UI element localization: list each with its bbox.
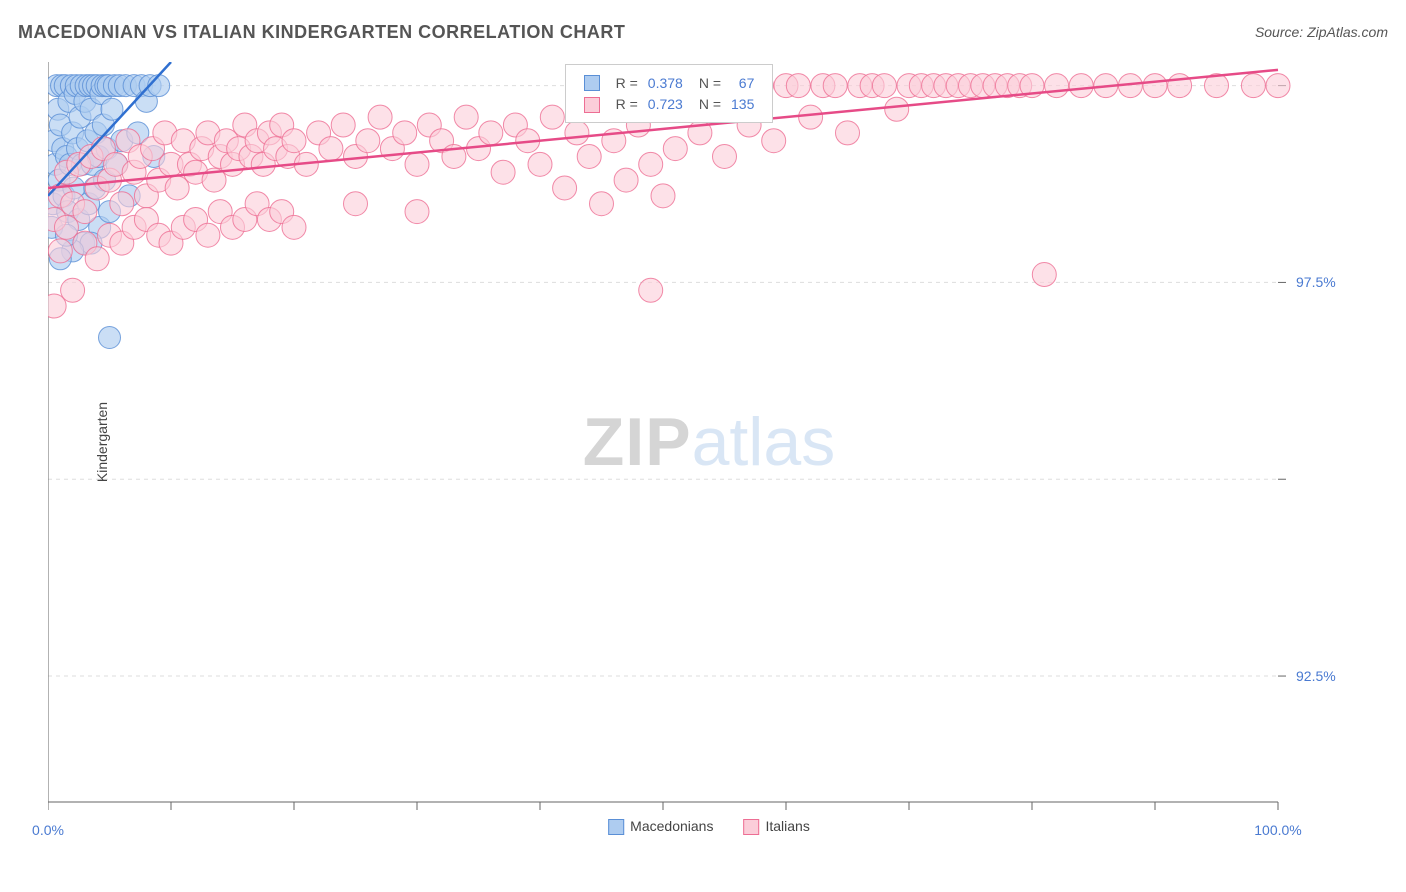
chart-svg [48,62,1370,822]
legend-label: Italians [765,818,809,834]
chart-title: MACEDONIAN VS ITALIAN KINDERGARTEN CORRE… [18,22,625,43]
series-legend: Macedonians Italians [608,818,810,835]
plot-area: Kindergarten ZIPatlas R =0.378N =67R =0.… [48,62,1370,822]
correlation-row: R =0.378N =67 [580,73,759,92]
legend-label: Macedonians [630,818,713,834]
correlation-row: R =0.723N =135 [580,94,759,113]
x-tick-label: 100.0% [1254,822,1301,838]
legend-swatch [743,819,759,835]
correlation-table: R =0.378N =67 R =0.723N =135 [578,71,761,116]
correlation-swatch [584,97,600,113]
legend-swatch [608,819,624,835]
correlation-swatch [584,75,600,91]
x-tick-label: 0.0% [32,822,64,838]
correlation-legend: R =0.378N =67 R =0.723N =135 [565,64,774,123]
source-label: Source: ZipAtlas.com [1255,24,1388,40]
y-tick-label: 92.5% [1296,668,1336,684]
y-tick-label: 97.5% [1296,274,1336,290]
legend-item: Macedonians [608,818,713,835]
chart-container: MACEDONIAN VS ITALIAN KINDERGARTEN CORRE… [0,0,1406,892]
legend-item: Italians [743,818,809,835]
